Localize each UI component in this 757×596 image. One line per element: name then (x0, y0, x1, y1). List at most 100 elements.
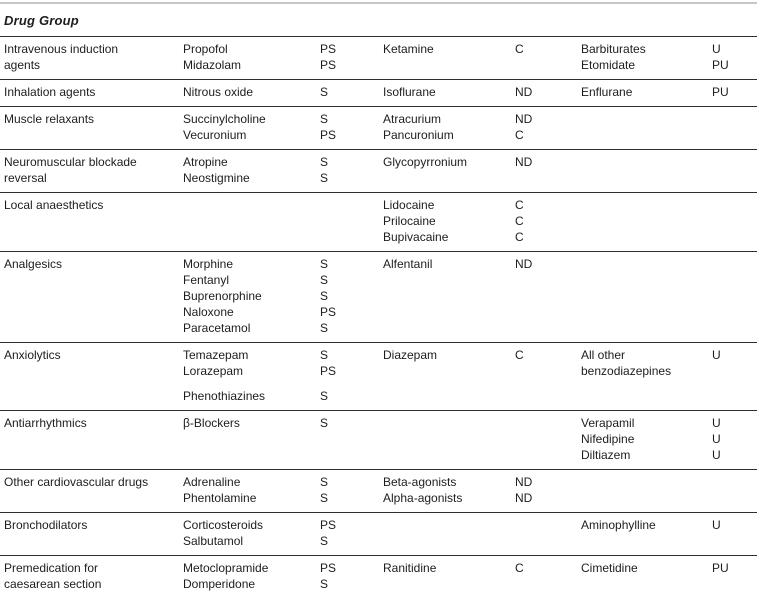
code-text: PS (320, 58, 337, 72)
group-name-text: Anxiolytics (4, 348, 61, 362)
drug-name-text: Nitrous oxide (183, 85, 254, 99)
code-cell: S S S PS S (320, 256, 383, 336)
drug-name-cell: Morphine Fentanyl Buprenorphine Naloxone Par… (183, 256, 320, 336)
spacer-line (183, 379, 320, 388)
code-text: PS (320, 42, 337, 56)
drug-name-text: Enflurane (581, 85, 633, 99)
drug-name-text: Alpha-agonists (383, 491, 463, 505)
drug-name-cell (581, 111, 712, 143)
drug-name-text: β-Blockers (183, 416, 240, 430)
code-text: S (320, 257, 329, 271)
drug-group-row: Other cardiovascular drugs Adrenaline Phen… (0, 470, 757, 513)
code-text: ND (515, 155, 533, 169)
code-text: S (320, 289, 329, 303)
drug-name-text: Phenothiazines (183, 389, 266, 403)
code-cell: PU (712, 560, 757, 592)
drug-name-cell: Cimetidine (581, 560, 712, 592)
drug-name-text: Metoclopramide (183, 561, 269, 575)
drug-name-text: Propofol (183, 42, 228, 56)
drug-name-cell: Beta-agonists Alpha-agonists (383, 474, 515, 506)
group-name-text: Antiarrhythmics (4, 416, 87, 430)
drug-name-text: Fentanyl (183, 273, 230, 287)
group-name-cell: Intravenous induction agents (4, 41, 183, 73)
code-text: S (320, 491, 329, 505)
drug-name-cell: Nitrous oxide (183, 84, 320, 100)
code-text: PU (712, 561, 729, 575)
code-cell (712, 197, 757, 245)
drug-name-cell (581, 256, 712, 336)
code-text: S (320, 85, 329, 99)
code-cell: PS PS (320, 41, 383, 73)
group-name-text: reversal (4, 171, 47, 185)
code-text: S (320, 155, 329, 169)
drug-name-cell (581, 474, 712, 506)
drug-name-text: Vecuronium (183, 128, 247, 142)
drug-group-row: Analgesics Morphine Fentanyl Buprenorphine N… (0, 252, 757, 343)
drug-name-text: All other (581, 348, 626, 362)
drug-name-text: Verapamil (581, 416, 635, 430)
group-name-text: Local anaesthetics (4, 198, 104, 212)
group-name-cell: Bronchodilators (4, 517, 183, 549)
code-text: U (712, 42, 721, 56)
code-cell: U PU (712, 41, 757, 73)
group-name-text: Bronchodilators (4, 518, 88, 532)
code-cell: ND (515, 154, 581, 186)
drug-name-cell (581, 154, 712, 186)
code-cell: ND ND (515, 474, 581, 506)
drug-name-text: Adrenaline (183, 475, 241, 489)
drug-name-text: Naloxone (183, 305, 234, 319)
code-text: S (320, 416, 329, 430)
code-text: ND (515, 112, 533, 126)
code-text: C (515, 561, 524, 575)
code-text: C (515, 42, 524, 56)
code-text: S (320, 534, 329, 548)
code-cell: ND (515, 256, 581, 336)
group-name-cell: Muscle relaxants (4, 111, 183, 143)
code-cell (320, 197, 383, 245)
group-name-cell: Anxiolytics (4, 347, 183, 404)
drug-name-cell: Atropine Neostigmine (183, 154, 320, 186)
code-text: S (320, 475, 329, 489)
code-cell: C (515, 41, 581, 73)
code-text: ND (515, 257, 533, 271)
drug-name-text: Bupivacaine (383, 230, 449, 244)
drug-name-text: Ketamine (383, 42, 434, 56)
code-text: PS (320, 305, 337, 319)
code-text: ND (515, 491, 533, 505)
code-text: C (515, 214, 524, 228)
drug-name-text: Corticosteroids (183, 518, 264, 532)
code-text: U (712, 432, 721, 446)
code-text: U (712, 448, 721, 462)
drug-name-text: Lidocaine (383, 198, 435, 212)
drug-name-text: Isoflurane (383, 85, 436, 99)
group-name-text: Inhalation agents (4, 85, 96, 99)
group-name-text: Muscle relaxants (4, 112, 95, 126)
drug-name-text: Glycopyrronium (383, 155, 468, 169)
drug-group-row: Premedication for caesarean section Metocl… (0, 556, 757, 596)
code-text: S (320, 273, 329, 287)
drug-name-cell (383, 517, 515, 549)
drug-name-text: Paracetamol (183, 321, 251, 335)
drug-name-cell: All other benzodiazepines (581, 347, 712, 404)
drug-name-text: Alfentanil (383, 257, 433, 271)
drug-name-cell: Adrenaline Phentolamine (183, 474, 320, 506)
drug-name-cell: Corticosteroids Salbutamol (183, 517, 320, 549)
drug-name-text: Aminophylline (581, 518, 656, 532)
code-text: ND (515, 475, 533, 489)
group-name-cell: Premedication for caesarean section (4, 560, 183, 592)
drug-name-cell (581, 197, 712, 245)
drug-name-text: benzodiazepines (581, 364, 672, 378)
drug-name-text: Cimetidine (581, 561, 638, 575)
drug-group-row: Local anaesthetics Lidocaine Prilocaine Bup… (0, 193, 757, 252)
code-cell: C (515, 560, 581, 592)
drug-name-text: Nifedipine (581, 432, 635, 446)
drug-name-text: Diltiazem (581, 448, 631, 462)
drug-name-text: Prilocaine (383, 214, 436, 228)
code-text: U (712, 518, 721, 532)
group-name-cell: Inhalation agents (4, 84, 183, 100)
code-text: S (320, 389, 329, 403)
drug-name-text: Pancuronium (383, 128, 454, 142)
drug-name-text: Morphine (183, 257, 234, 271)
